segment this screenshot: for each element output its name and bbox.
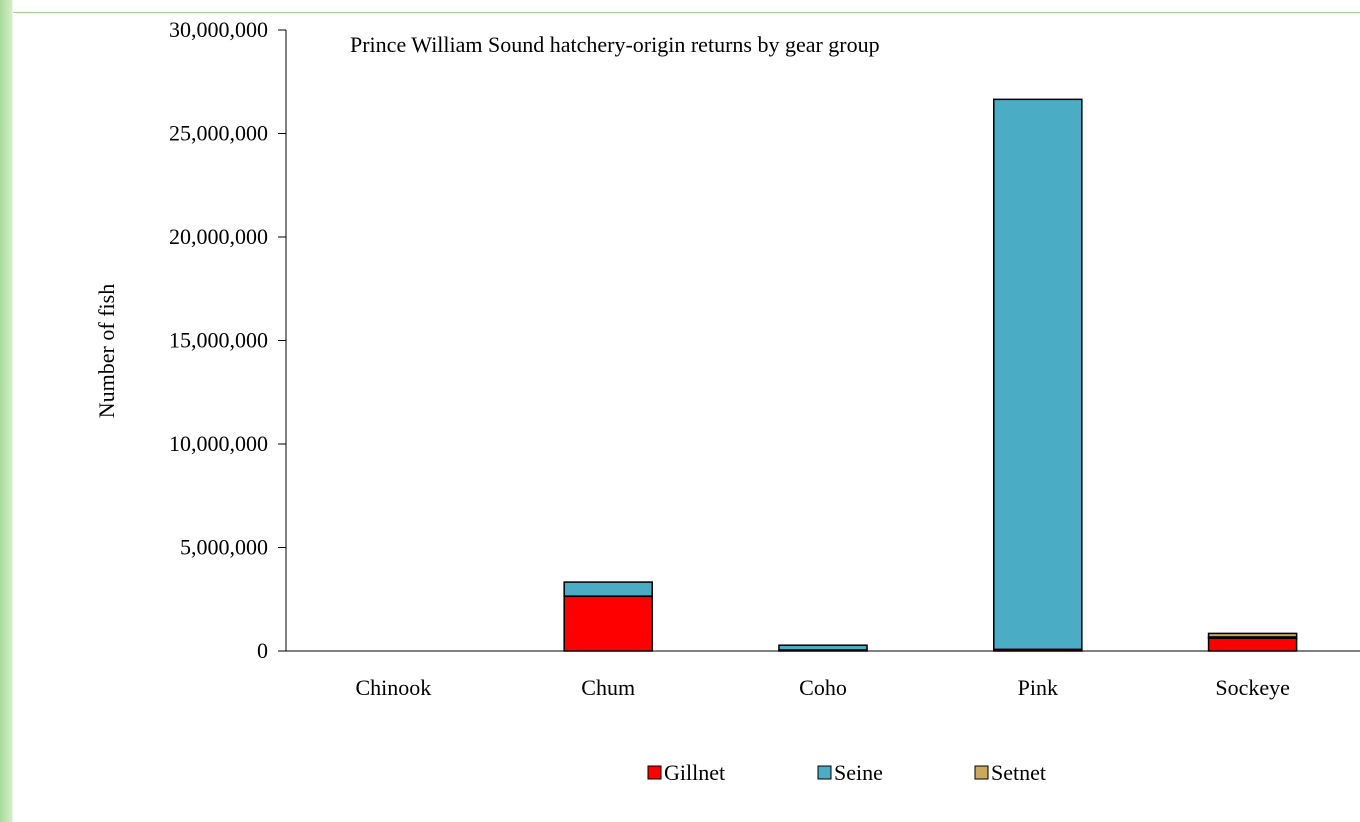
bars-group (563, 98, 1298, 652)
chart-container: Prince William Sound hatchery-origin ret… (13, 12, 1360, 821)
bar-sockeye-setnet (1207, 632, 1298, 638)
y-tick-label: 25,000,000 (169, 121, 268, 146)
y-tick-label: 5,000,000 (180, 535, 268, 560)
y-tick-label: 30,000,000 (169, 17, 268, 42)
x-tick-label: Chum (581, 675, 635, 700)
x-axis: Chinook Chum Coho Pink Sockeye (286, 650, 1360, 700)
y-tick-label: 0 (257, 638, 268, 663)
legend-label-seine: Seine (834, 760, 883, 785)
bar-chum-gillnet (563, 595, 653, 652)
legend-swatch-seine (817, 765, 832, 780)
y-axis-title: Number of fish (94, 284, 119, 418)
stacked-bar-chart: Prince William Sound hatchery-origin ret… (94, 17, 1360, 785)
x-tick-label: Sockeye (1215, 675, 1290, 700)
legend-label-setnet: Setnet (991, 760, 1046, 785)
x-tick-label: Pink (1018, 675, 1058, 700)
y-tick-label: 10,000,000 (169, 431, 268, 456)
legend-swatch-gillnet (647, 765, 662, 780)
x-tick-label: Coho (799, 675, 847, 700)
y-tick-label: 20,000,000 (169, 224, 268, 249)
chart-title: Prince William Sound hatchery-origin ret… (350, 32, 880, 57)
bar-sockeye-gillnet (1207, 637, 1298, 652)
bar-chum-seine (563, 581, 653, 597)
legend-swatch-setnet (974, 765, 989, 780)
legend: Gillnet Seine Setnet (647, 760, 1046, 785)
y-tick-label: 15,000,000 (169, 328, 268, 353)
legend-label-gillnet: Gillnet (664, 760, 725, 785)
x-tick-label: Chinook (356, 675, 432, 700)
y-axis: 0 5,000,000 10,000,000 15,000,000 20,000,000… (169, 17, 287, 663)
bar-pink-seine (993, 98, 1083, 651)
bar-coho-seine (778, 644, 868, 651)
